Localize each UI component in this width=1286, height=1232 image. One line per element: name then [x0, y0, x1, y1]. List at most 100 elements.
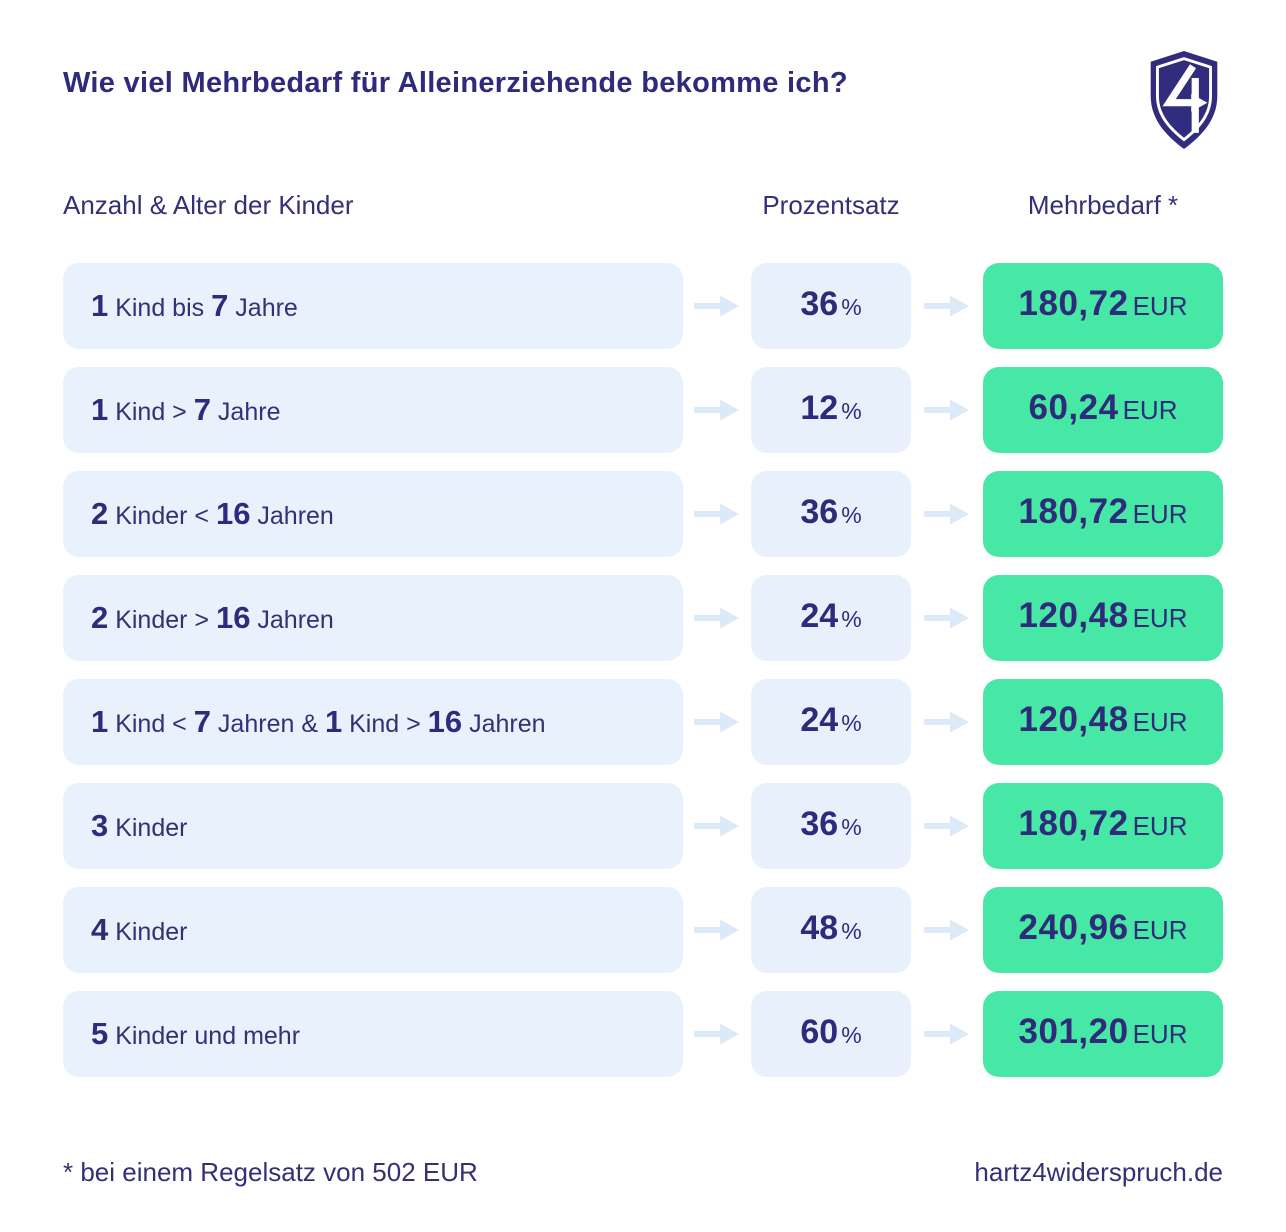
- arrow-right-icon: [694, 1023, 739, 1045]
- label-number: 4: [91, 912, 109, 947]
- label-number: 5: [91, 1016, 109, 1051]
- row-label: 1 Kind > 7 Jahre: [91, 392, 280, 428]
- arrow-cell: [911, 606, 983, 630]
- label-text: Kind >: [342, 710, 428, 738]
- percent-sign: %: [841, 814, 862, 840]
- arrow-cell: [911, 502, 983, 526]
- label-text: Kinder >: [108, 606, 216, 634]
- label-text: Jahren: [250, 502, 334, 530]
- row-label: 4 Kinder: [91, 912, 187, 948]
- percent-sign: %: [841, 398, 862, 424]
- label-number: 1: [91, 704, 109, 739]
- arrow-right-icon: [694, 399, 739, 421]
- percent-box: 24 %: [751, 575, 911, 661]
- percent-value: 36: [800, 285, 839, 323]
- row-label: 2 Kinder > 16 Jahren: [91, 600, 334, 636]
- percent-sign: %: [841, 918, 862, 944]
- label-text: Kinder <: [108, 502, 216, 530]
- amount-box: 180,72 EUR: [983, 471, 1223, 557]
- label-number: 7: [193, 392, 211, 427]
- amount-value: 180,72: [1018, 492, 1129, 531]
- percent-value: 60: [800, 1013, 839, 1051]
- percent-sign: %: [841, 502, 862, 528]
- rows: 1 Kind bis 7 Jahre 36 % 180,72 E: [63, 263, 1223, 1077]
- table-row: 1 Kind > 7 Jahre 12 % 60,24 EUR: [63, 367, 1223, 453]
- page-footer: * bei einem Regelsatz von 502 EUR hartz4…: [63, 1157, 1223, 1188]
- label-text: Kind bis: [108, 294, 212, 322]
- arrow-cell: [683, 1022, 751, 1046]
- amount-box: 120,48 EUR: [983, 575, 1223, 661]
- percent-value: 24: [800, 701, 839, 739]
- shield-4-logo-icon: [1150, 50, 1218, 150]
- percent-sign: %: [841, 606, 862, 632]
- label-text: Jahren &: [210, 710, 325, 738]
- label-text: Jahren: [250, 606, 334, 634]
- table-row: 3 Kinder 36 % 180,72 EUR: [63, 783, 1223, 869]
- amount-value: 301,20: [1018, 1012, 1129, 1051]
- header-extra-need: Mehrbedarf *: [1027, 190, 1179, 220]
- label-text: Jahre: [228, 294, 298, 322]
- currency-label: EUR: [1132, 915, 1188, 945]
- row-label: 1 Kind < 7 Jahren & 1 Kind > 16 Jahren: [91, 704, 546, 740]
- percent-box: 60 %: [751, 991, 911, 1077]
- percent-value: 48: [800, 909, 839, 947]
- arrow-cell: [911, 294, 983, 318]
- percent-box: 24 %: [751, 679, 911, 765]
- currency-label: EUR: [1122, 395, 1178, 425]
- percent-value: 12: [800, 389, 839, 427]
- currency-label: EUR: [1132, 499, 1188, 529]
- header-children: Anzahl & Alter der Kinder: [63, 190, 354, 220]
- arrow-right-icon: [924, 295, 969, 317]
- children-label-box: 3 Kinder: [63, 783, 683, 869]
- arrow-right-icon: [924, 1023, 969, 1045]
- currency-label: EUR: [1132, 603, 1188, 633]
- percent-box: 36 %: [751, 263, 911, 349]
- children-label-box: 1 Kind < 7 Jahren & 1 Kind > 16 Jahren: [63, 679, 683, 765]
- amount-box: 240,96 EUR: [983, 887, 1223, 973]
- arrow-right-icon: [924, 503, 969, 525]
- header-percent: Prozentsatz: [762, 190, 900, 220]
- arrow-right-icon: [924, 815, 969, 837]
- percent-box: 36 %: [751, 471, 911, 557]
- percent-sign: %: [841, 294, 862, 320]
- amount-box: 60,24 EUR: [983, 367, 1223, 453]
- arrow-cell: [911, 398, 983, 422]
- arrow-cell: [683, 710, 751, 734]
- arrow-right-icon: [924, 919, 969, 941]
- arrow-right-icon: [694, 711, 739, 733]
- percent-sign: %: [841, 710, 862, 736]
- children-label-box: 2 Kinder > 16 Jahren: [63, 575, 683, 661]
- column-headers: Anzahl & Alter der Kinder Prozentsatz Me…: [63, 190, 1223, 221]
- percent-box: 12 %: [751, 367, 911, 453]
- percent-box: 36 %: [751, 783, 911, 869]
- currency-label: EUR: [1132, 811, 1188, 841]
- footnote: * bei einem Regelsatz von 502 EUR: [63, 1157, 478, 1187]
- arrow-cell: [683, 502, 751, 526]
- arrow-right-icon: [694, 503, 739, 525]
- label-number: 16: [427, 704, 463, 739]
- label-text: Jahren: [462, 710, 546, 738]
- percent-box: 48 %: [751, 887, 911, 973]
- currency-label: EUR: [1132, 1019, 1188, 1049]
- row-label: 2 Kinder < 16 Jahren: [91, 496, 334, 532]
- arrow-right-icon: [924, 711, 969, 733]
- arrow-cell: [911, 710, 983, 734]
- label-number: 2: [91, 496, 109, 531]
- page-title: Wie viel Mehrbedarf für Alleinerziehende…: [63, 67, 848, 99]
- children-label-box: 1 Kind > 7 Jahre: [63, 367, 683, 453]
- row-label: 1 Kind bis 7 Jahre: [91, 288, 298, 324]
- amount-box: 180,72 EUR: [983, 783, 1223, 869]
- table-row: 2 Kinder < 16 Jahren 36 % 180,72: [63, 471, 1223, 557]
- table-row: 1 Kind < 7 Jahren & 1 Kind > 16 Jahren 2…: [63, 679, 1223, 765]
- amount-value: 180,72: [1018, 804, 1129, 843]
- label-number: 16: [215, 496, 251, 531]
- arrow-right-icon: [694, 295, 739, 317]
- arrow-cell: [683, 814, 751, 838]
- arrow-cell: [683, 294, 751, 318]
- percent-value: 36: [800, 805, 839, 843]
- label-number: 1: [324, 704, 343, 739]
- arrow-right-icon: [694, 607, 739, 629]
- label-text: Kind >: [108, 398, 194, 426]
- arrow-cell: [683, 398, 751, 422]
